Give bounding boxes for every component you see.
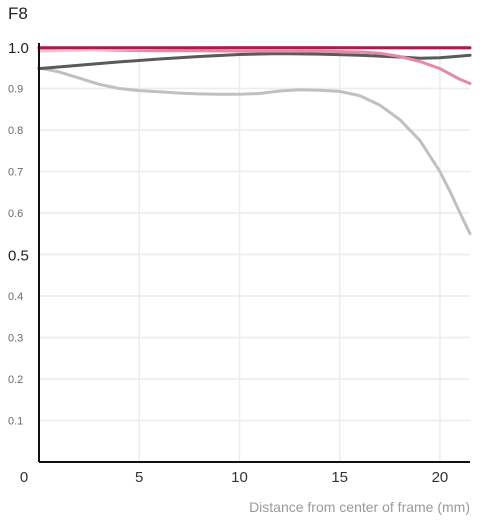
series-line-2 xyxy=(37,52,472,71)
x-tick-label: 10 xyxy=(231,469,248,486)
series-line-1 xyxy=(37,66,472,236)
y-tick-labels: 0.1 0.2 0.3 0.4 0.5 0.6 0.7 0.8 0.9 1.0 xyxy=(8,40,29,428)
y-tick-label: 0.3 xyxy=(8,333,23,345)
chart-title: F8 xyxy=(8,4,28,23)
y-tick-label: 0.4 xyxy=(8,291,23,303)
x-axis-label: Distance from center of frame (mm) xyxy=(249,499,470,515)
x-tick-label: 0 xyxy=(20,469,28,486)
grid xyxy=(39,46,470,462)
x-tick-label: 5 xyxy=(135,469,143,486)
series-group xyxy=(37,45,472,236)
x-tick-labels: 0 5 10 15 20 xyxy=(20,469,448,486)
y-tick-label: 0.2 xyxy=(8,374,23,386)
y-tick-label: 0.9 xyxy=(8,84,23,96)
series-line-3 xyxy=(37,46,472,85)
y-tick-label: 0.8 xyxy=(8,125,23,137)
y-tick-label: 1.0 xyxy=(8,40,29,57)
y-tick-label: 0.5 xyxy=(8,248,29,265)
y-tick-label: 0.1 xyxy=(8,416,23,428)
y-tick-label: 0.7 xyxy=(8,167,23,179)
x-tick-label: 15 xyxy=(331,469,348,486)
y-tick-label: 0.6 xyxy=(8,208,23,220)
x-tick-label: 20 xyxy=(432,469,449,486)
